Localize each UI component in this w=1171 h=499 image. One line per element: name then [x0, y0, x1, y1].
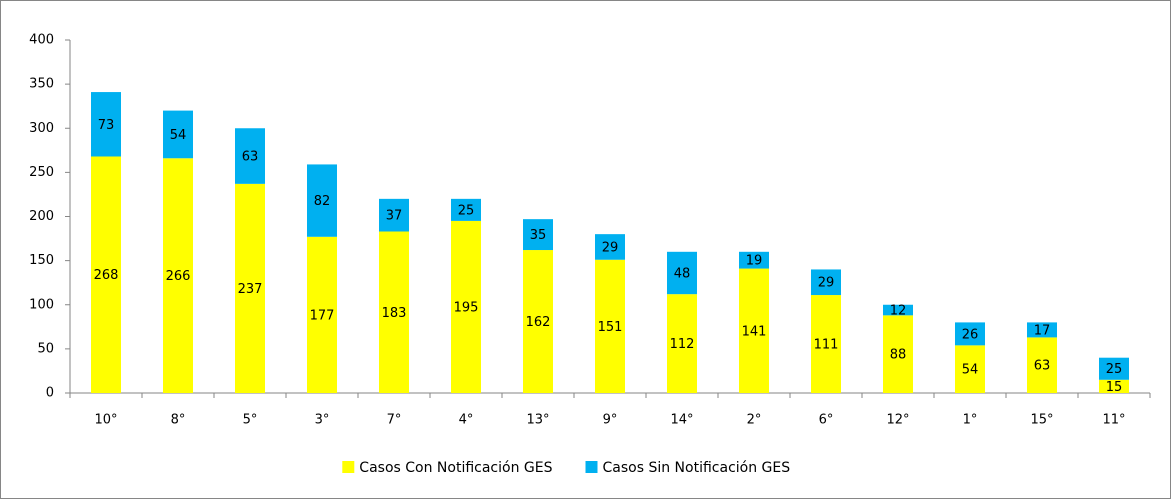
bar-segment	[595, 259, 625, 393]
bar-segment	[1027, 322, 1057, 338]
legend-label: Casos Con Notificación GES	[359, 460, 552, 476]
data-label: 25	[1106, 362, 1123, 377]
legend-label: Casos Sin Notificación GES	[603, 460, 791, 476]
y-tick-label: 350	[29, 77, 54, 92]
bar-segment	[1099, 379, 1129, 393]
data-label: 237	[238, 282, 263, 297]
x-tick-label: 2°	[747, 413, 762, 428]
data-label: 151	[598, 320, 623, 335]
data-label: 82	[314, 194, 331, 209]
data-label: 25	[458, 203, 475, 218]
bar-segment	[883, 304, 913, 316]
bar-segment	[667, 294, 697, 393]
data-label: 111	[814, 338, 839, 353]
legend-swatch	[585, 461, 598, 473]
data-label: 35	[530, 228, 547, 243]
x-tick-label: 4°	[459, 413, 474, 428]
x-tick-label: 9°	[603, 413, 618, 428]
x-tick-label: 13°	[526, 413, 549, 428]
y-tick-label: 250	[29, 165, 54, 180]
bar-segment	[523, 250, 553, 393]
x-tick-label: 8°	[171, 413, 186, 428]
x-tick-label: 3°	[315, 413, 330, 428]
y-tick-label: 100	[29, 297, 54, 312]
bar-segment	[451, 198, 481, 221]
data-label: 268	[94, 268, 119, 283]
y-tick-label: 400	[29, 33, 54, 48]
bar-segment	[379, 231, 409, 393]
data-label: 112	[670, 337, 695, 352]
bar-segment	[955, 345, 985, 393]
data-label: 266	[166, 269, 191, 284]
bar-segment	[1099, 357, 1129, 380]
data-label: 195	[454, 300, 479, 315]
bar-segment	[955, 322, 985, 346]
data-label: 17	[1034, 323, 1051, 338]
data-label: 12	[890, 304, 907, 319]
bar-segment	[739, 268, 769, 393]
bar-segment	[811, 269, 841, 296]
bar-segment	[163, 110, 193, 159]
bar-segment	[235, 128, 265, 184]
data-label: 19	[746, 254, 763, 269]
data-label: 48	[674, 266, 691, 281]
data-label: 177	[310, 308, 335, 323]
data-label: 88	[890, 348, 907, 363]
bar-segment	[307, 236, 337, 393]
data-label: 63	[242, 150, 259, 165]
y-tick-label: 50	[37, 341, 54, 356]
bar-segment	[307, 164, 337, 237]
y-tick-label: 0	[46, 386, 54, 401]
y-tick-label: 150	[29, 253, 54, 268]
x-tick-label: 7°	[387, 413, 402, 428]
legend-swatch	[342, 461, 355, 473]
bar-segment	[595, 234, 625, 260]
x-tick-label: 1°	[963, 413, 978, 428]
data-label: 73	[98, 118, 115, 133]
bar-segment	[91, 92, 121, 157]
bar-segment	[235, 183, 265, 393]
bar-segment	[667, 251, 697, 295]
bar-segment	[1027, 337, 1057, 393]
data-label: 183	[382, 306, 407, 321]
bar-segment	[883, 315, 913, 393]
y-tick-label: 300	[29, 121, 54, 136]
x-tick-label: 6°	[819, 413, 834, 428]
bar-segment	[379, 198, 409, 232]
data-label: 141	[742, 324, 767, 339]
data-label: 37	[386, 209, 403, 224]
data-label: 63	[1034, 359, 1051, 374]
y-tick-label: 200	[29, 209, 54, 224]
x-tick-label: 15°	[1030, 413, 1053, 428]
bar-segment	[163, 158, 193, 393]
bar-segment	[523, 219, 553, 251]
bar-segment	[811, 295, 841, 393]
data-label: 162	[526, 315, 551, 330]
x-tick-label: 10°	[94, 413, 117, 428]
data-label: 26	[962, 327, 979, 342]
data-label: 29	[602, 240, 619, 255]
data-label: 54	[962, 363, 979, 378]
bar-segment	[451, 220, 481, 393]
bar-segment	[91, 156, 121, 393]
x-tick-label: 12°	[886, 413, 909, 428]
data-label: 15	[1106, 380, 1123, 395]
data-label: 29	[818, 276, 835, 291]
x-tick-label: 5°	[243, 413, 258, 428]
bar-segment	[739, 251, 769, 269]
x-tick-label: 14°	[670, 413, 693, 428]
x-tick-label: 11°	[1102, 413, 1125, 428]
data-label: 54	[170, 128, 187, 143]
